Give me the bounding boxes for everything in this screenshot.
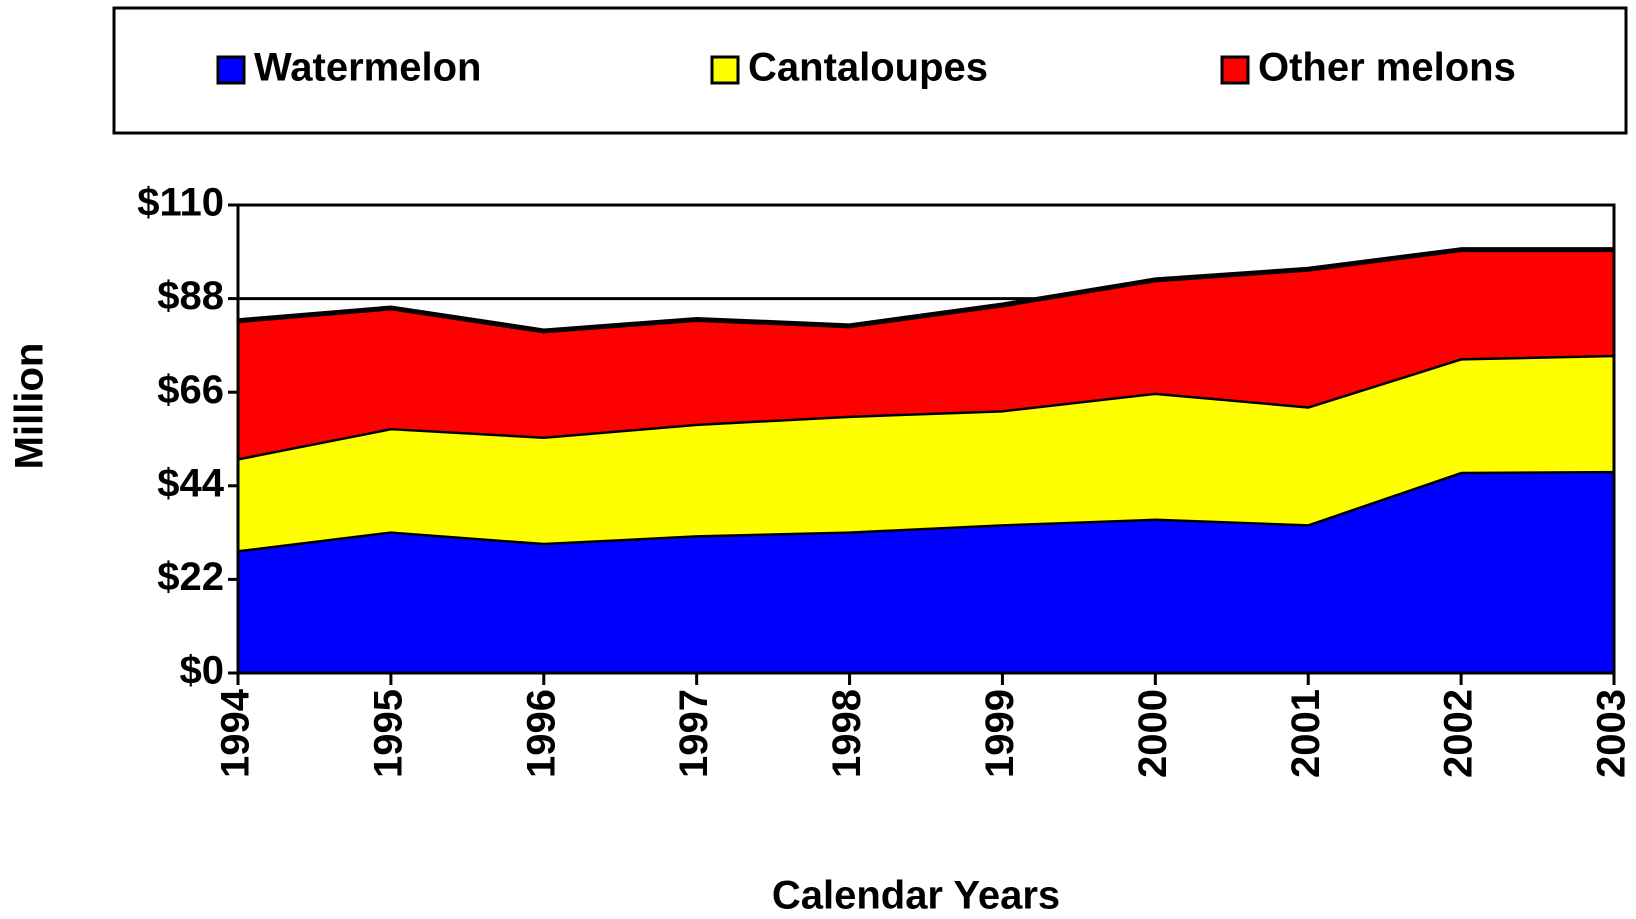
x-tick-label: 2000 [1131,689,1175,778]
legend-swatch [710,55,740,85]
x-tick-label: 1995 [366,689,410,778]
x-tick-label: 1994 [214,688,258,778]
x-tick-label: 1997 [672,689,716,778]
x-tick-label: 1996 [519,689,563,778]
area-edge [237,247,1614,334]
area [238,249,1614,459]
y-tick-label: $44 [157,461,224,505]
legend-label: Other melons [1258,46,1516,90]
y-axis-label: Million [8,343,52,470]
legend-label: Watermelon [254,46,481,90]
x-tick-label: 2003 [1590,689,1634,778]
x-tick-label: 2001 [1284,689,1328,778]
x-tick-label: 1999 [978,689,1022,778]
y-tick-label: $110 [137,181,224,225]
legend-swatch [1220,55,1250,85]
legend-label: Cantaloupes [748,46,988,90]
area [238,470,1614,673]
y-tick-label: $22 [157,555,224,599]
legend-box [112,6,1628,135]
x-axis-label: Calendar Years [772,874,1060,918]
x-tick-label: 1998 [825,689,869,778]
y-tick-label: $66 [157,368,224,412]
x-tick-label: 2002 [1437,689,1481,778]
legend-swatch [216,55,246,85]
plot-frame [236,203,1616,675]
y-tick-label: $0 [180,649,225,693]
y-tick-label: $88 [157,274,224,318]
